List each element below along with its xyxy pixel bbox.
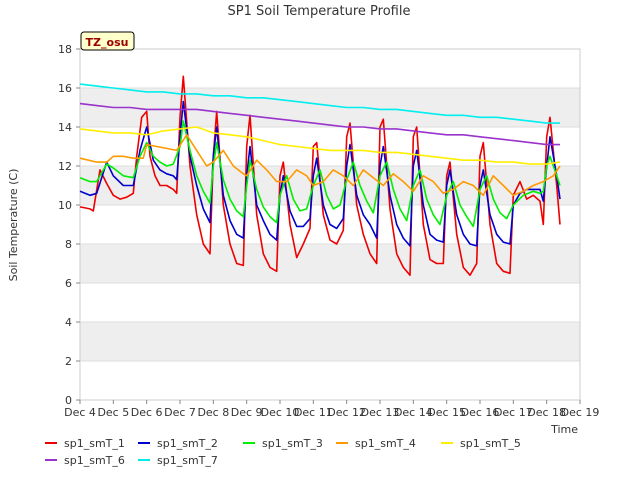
x-axis-label: Time	[550, 423, 578, 436]
y-tick-label: 0	[65, 394, 72, 407]
y-axis-label: Soil Temperature (C)	[7, 169, 20, 282]
x-tick-label: Dec 10	[261, 406, 300, 419]
background-band	[80, 166, 580, 205]
chart-title: SP1 Soil Temperature Profile	[228, 4, 411, 19]
x-tick-label: Dec 11	[294, 406, 333, 419]
tz-annotation-box	[80, 31, 135, 51]
background-band	[80, 244, 580, 283]
y-tick-label: 12	[58, 160, 72, 173]
legend: sp1_smT_1 sp1_smT_2 sp1_smT_3 sp1_smT_4 sp1_…	[45, 437, 521, 467]
y-tick-label: 8	[65, 238, 72, 251]
x-tick-label: Dec 12	[327, 406, 366, 419]
series-line-sp1_smT_3	[79, 120, 561, 228]
legend-label: sp1_smT_1	[64, 437, 125, 450]
tz-annotation-label: TZ_osu	[86, 36, 129, 49]
x-tick-label: Dec 15	[427, 406, 466, 419]
x-tick-label: Dec 6	[131, 406, 163, 419]
x-tick-label: Dec 7	[164, 406, 196, 419]
x-tick-label: Dec 9	[231, 406, 263, 419]
plot-area	[79, 48, 581, 401]
series-lines	[79, 75, 561, 277]
y-tick-label: 6	[65, 277, 72, 290]
x-tick-label: Dec 19	[561, 406, 600, 419]
legend-item-sp1_smT_3: sp1_smT_3	[243, 437, 323, 450]
background-band	[80, 322, 580, 361]
legend-label: sp1_smT_6	[64, 454, 125, 467]
legend-label: sp1_smT_7	[157, 454, 218, 467]
legend-label: sp1_smT_2	[157, 437, 218, 450]
legend-label: sp1_smT_4	[355, 437, 416, 450]
y-tick-label: 16	[58, 82, 72, 95]
series-line-sp1_smT_2	[79, 100, 561, 247]
y-tick-label: 2	[65, 355, 72, 368]
y-tick-label: 4	[65, 316, 72, 329]
x-tick-label: Dec 8	[197, 406, 229, 419]
tz-annotation: TZ_osu	[80, 31, 135, 51]
x-tick-label: Dec 13	[361, 406, 400, 419]
background-band	[80, 88, 580, 127]
series-line-sp1_smT_4	[79, 134, 561, 197]
series-line-sp1_smT_5	[79, 126, 561, 165]
x-tick-label: Dec 4	[64, 406, 96, 419]
legend-item-sp1_smT_1: sp1_smT_1	[45, 437, 125, 450]
legend-item-sp1_smT_2: sp1_smT_2	[138, 437, 218, 450]
y-tick-label: 18	[58, 43, 72, 56]
x-tick-label: Dec 14	[394, 406, 433, 419]
series-line-sp1_smT_6	[79, 102, 560, 146]
x-tick-label: Dec 5	[97, 406, 129, 419]
y-tick-label: 10	[58, 199, 72, 212]
series-line-sp1_smT_7	[79, 83, 560, 124]
legend-item-sp1_smT_5: sp1_smT_5	[441, 437, 521, 450]
legend-item-sp1_smT_6: sp1_smT_6	[45, 454, 125, 467]
legend-label: sp1_smT_3	[262, 437, 323, 450]
x-tick-label: Dec 16	[461, 406, 500, 419]
legend-item-sp1_smT_7: sp1_smT_7	[138, 454, 218, 467]
legend-label: sp1_smT_5	[460, 437, 521, 450]
y-axis-ticks: 0 2 4 6 8 10 12 14 16 18	[58, 43, 80, 407]
x-tick-label: Dec 18	[527, 406, 566, 419]
y-tick-label: 14	[58, 121, 72, 134]
x-tick-label: Dec 17	[494, 406, 533, 419]
legend-item-sp1_smT_4: sp1_smT_4	[336, 437, 416, 450]
